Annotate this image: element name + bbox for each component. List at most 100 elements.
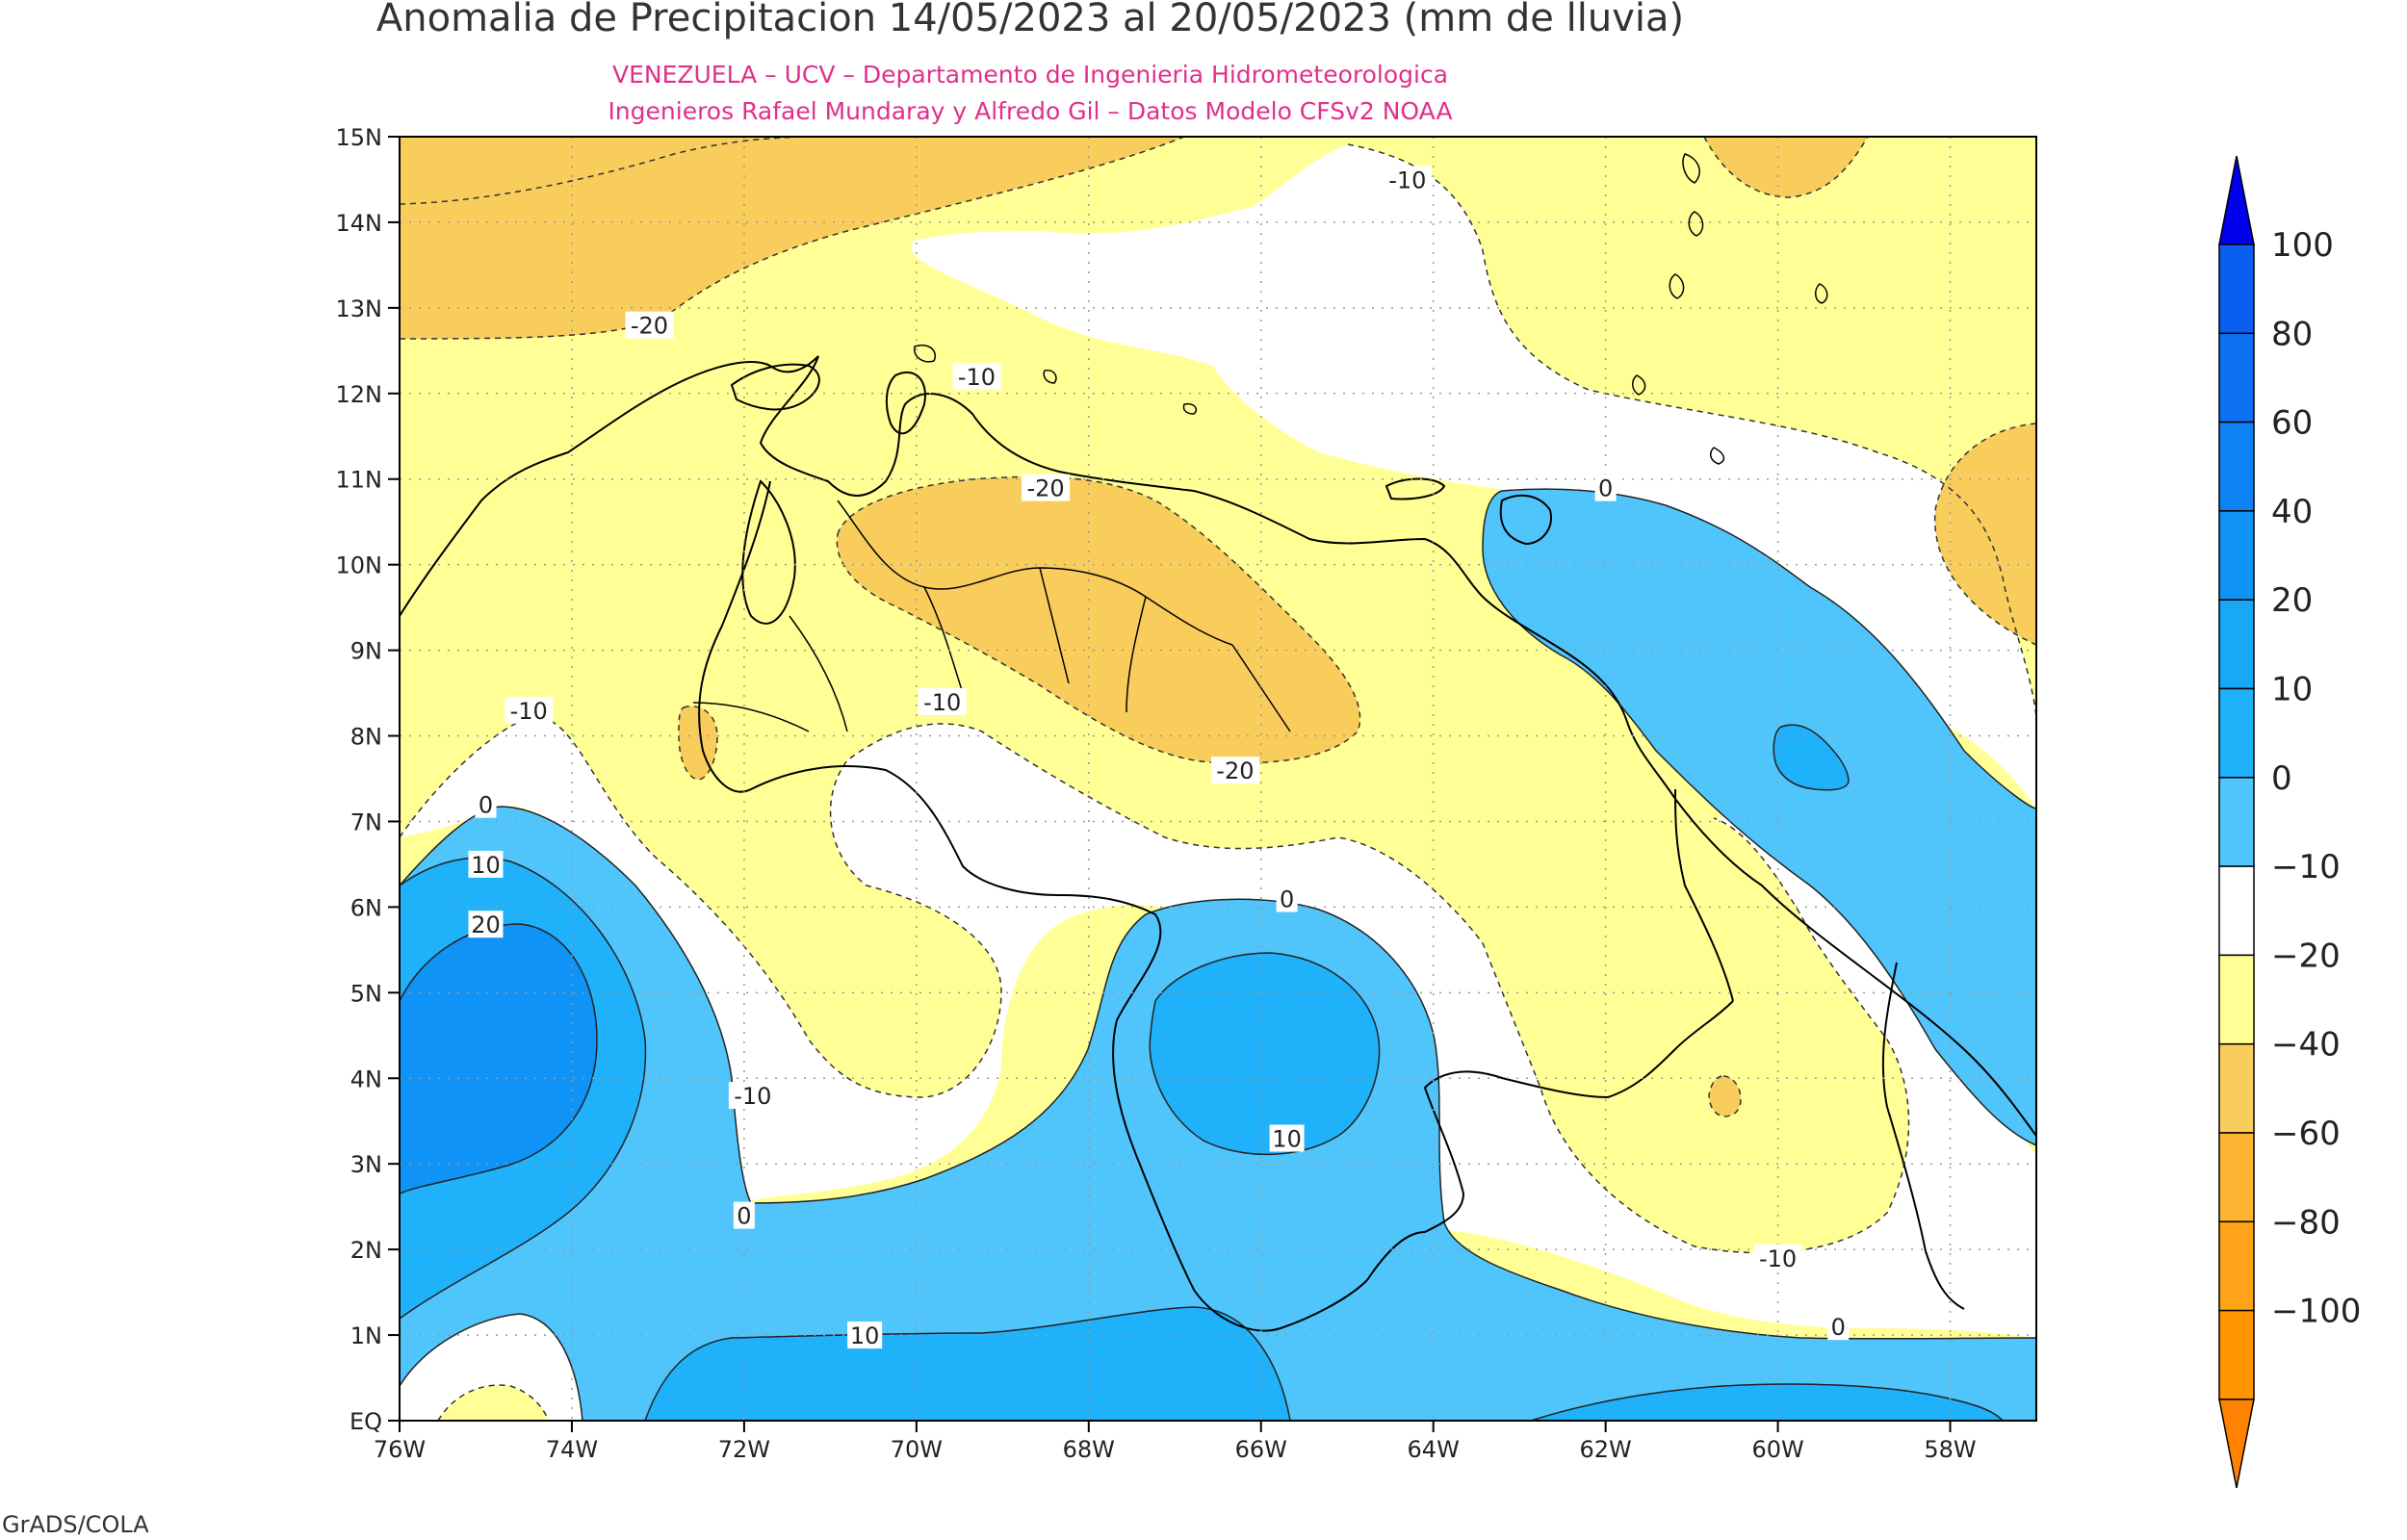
- border-venezuela-brazil: [1366, 1000, 1734, 1281]
- axis-ticks: 76W 74W 72W 70W 68W 66W 64W 62W 60W 58W EQ 1N 2N 3N 4N…: [336, 124, 1977, 1463]
- field-pos-10-20-central: [1150, 953, 1380, 1155]
- field-neg-20-40-north-lobe: [1704, 137, 1868, 197]
- contour-label-text: 10: [1272, 1126, 1302, 1153]
- contour-label-box: [1022, 474, 1071, 501]
- lat-tick-label: 9N: [350, 638, 382, 665]
- contour-label: 10: [1269, 1124, 1305, 1153]
- lon-tick-label: 60W: [1751, 1436, 1803, 1463]
- field-pos-10-20-south: [645, 1307, 1290, 1421]
- lat-tick-label: 11N: [336, 467, 383, 494]
- contour-label: 0: [1594, 474, 1617, 502]
- contour-label-text: -10: [1759, 1245, 1797, 1272]
- contour-label-box: [733, 1201, 755, 1229]
- contour-label: 10: [468, 850, 504, 879]
- lon-tick-label: 58W: [1924, 1436, 1976, 1463]
- lat-tick-label: 15N: [336, 124, 383, 151]
- contour-label-text: 0: [737, 1203, 751, 1230]
- island-margarita: [1385, 477, 1446, 500]
- colorbar-label: 60: [2271, 404, 2313, 443]
- colorbar-bin: [2218, 1042, 2255, 1134]
- contour-label-box: [1269, 1124, 1305, 1152]
- colorbar-bin: [2218, 244, 2255, 335]
- contour-label-box: [1753, 1245, 1802, 1272]
- coastlines-and-borders: [400, 153, 2036, 1332]
- lat-tick-label: 5N: [350, 980, 382, 1007]
- contour-label-text: 0: [479, 792, 493, 819]
- contour-label: -20: [625, 311, 674, 340]
- contour-label-text: 0: [1831, 1314, 1846, 1341]
- contour-label: -10: [505, 696, 554, 725]
- lat-tick-label: 8N: [350, 724, 382, 751]
- colorbar-label: −10: [2271, 848, 2341, 886]
- field-pos-0-10-north-east: [1483, 489, 2036, 1145]
- colorbar-label: −60: [2271, 1115, 2341, 1153]
- contour-label-box: [475, 790, 497, 818]
- contour-label-box: [1210, 757, 1259, 784]
- contour-label-box: [728, 1082, 777, 1110]
- contour-label: 0: [733, 1201, 755, 1230]
- contour-label: 0: [475, 790, 497, 819]
- grads-footer: GrADS/COLA: [2, 1511, 149, 1538]
- map-frame: [399, 136, 2037, 1422]
- border-guyana-suriname: [1881, 962, 1965, 1310]
- contour-label-text: -10: [958, 364, 996, 391]
- colorbar-bin: [2218, 687, 2255, 779]
- contour-label: -10: [728, 1082, 777, 1110]
- coastline-caribbean: [400, 355, 1484, 617]
- map-panel: -10 -20 -10 -20 0 -10 -10 -20 0 10 20 0 -10 10 0 -10 0 10: [400, 137, 2036, 1421]
- contour-label-box: [625, 311, 674, 339]
- contour-label-box: [468, 850, 504, 878]
- field-pos-20-40-west: [400, 924, 597, 1194]
- map-title: Anomalia de Precipitacion 14/05/2023 al …: [376, 0, 1684, 40]
- contour-label-text: 0: [1598, 475, 1613, 502]
- lat-tick-label: 6N: [350, 894, 382, 921]
- peninsula-guajira: [730, 363, 820, 411]
- contour-label: -20: [1210, 757, 1259, 784]
- contour-label: 0: [1827, 1313, 1850, 1341]
- contour-label: -10: [1383, 166, 1432, 193]
- colorbar-label: 0: [2271, 759, 2292, 798]
- colorbar-bin: [2218, 954, 2255, 1045]
- islands-abc: [914, 345, 1198, 415]
- contour-label-text: -10: [510, 698, 548, 725]
- field-neg-0-10-south: [400, 716, 2036, 1338]
- colorbar-bottom-arrow: [2218, 1399, 2255, 1489]
- lon-tick-label: 74W: [546, 1436, 598, 1463]
- lon-tick-label: 76W: [374, 1436, 426, 1463]
- states-internal-borders: [692, 500, 1291, 732]
- colorbar-bin: [2218, 599, 2255, 690]
- lon-tick-label: 64W: [1408, 1436, 1460, 1463]
- contour-label-text: 20: [471, 911, 501, 938]
- field-pos-10-20-south-east: [1531, 1384, 2003, 1421]
- colorbar-bin: [2218, 1220, 2255, 1312]
- colorbar-label: 80: [2271, 315, 2313, 353]
- contour-label-box: [952, 363, 1001, 391]
- contour-label-text: 10: [471, 852, 501, 879]
- colorbar-label: −20: [2271, 937, 2341, 975]
- contour-label-text: -10: [734, 1083, 771, 1110]
- lon-tick-label: 62W: [1579, 1436, 1631, 1463]
- lat-tick-label: 12N: [336, 381, 383, 408]
- contour-label-box: [1383, 166, 1432, 193]
- colorbar-label: −100: [2271, 1293, 2361, 1331]
- contour-label-text: 0: [1280, 886, 1294, 913]
- lat-tick-label: 3N: [350, 1151, 382, 1178]
- contour-label-text: 10: [850, 1322, 880, 1349]
- field-neg-10-20-south-west-corner: [438, 1385, 549, 1421]
- colorbar-bin: [2218, 777, 2255, 867]
- lat-tick-label: 14N: [336, 210, 383, 237]
- coastline-orinoco-delta: [1482, 596, 2036, 1137]
- colorbar-label: −40: [2271, 1026, 2341, 1065]
- contour-label-box: [468, 911, 504, 938]
- contour-label-box: [1827, 1313, 1850, 1341]
- contour-label-box: [1276, 885, 1298, 912]
- contour-label: 10: [847, 1322, 883, 1349]
- contour-label-text: -10: [923, 689, 961, 716]
- contour-label-text: -20: [631, 313, 668, 340]
- lon-tick-label: 68W: [1063, 1436, 1115, 1463]
- contour-label: -10: [1753, 1245, 1802, 1272]
- lat-tick-label: 4N: [350, 1065, 382, 1092]
- colorbar-bin: [2218, 510, 2255, 601]
